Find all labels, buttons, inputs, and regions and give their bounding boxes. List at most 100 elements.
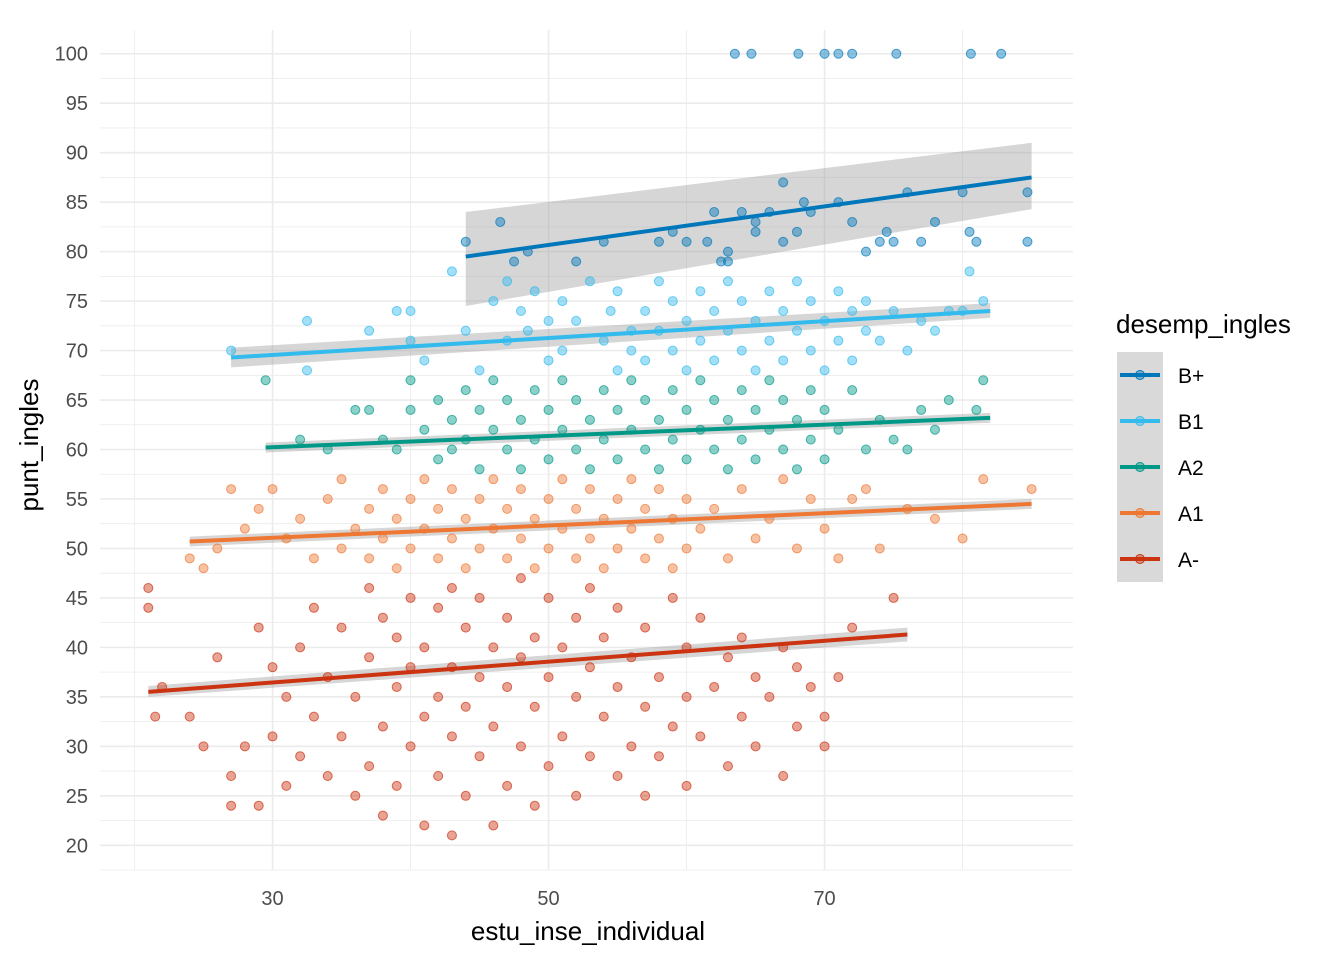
data-point: [881, 226, 892, 237]
y-tick-label: 95: [66, 93, 88, 115]
data-point: [750, 741, 761, 752]
data-point: [888, 434, 899, 445]
data-point: [488, 375, 499, 386]
grid: [100, 30, 1073, 871]
data-point: [543, 543, 554, 554]
data-point: [971, 236, 982, 247]
data-point: [488, 642, 499, 653]
data-point: [709, 305, 720, 316]
data-point: [460, 701, 471, 712]
data-point: [996, 48, 1007, 59]
legend-key-point: [1135, 370, 1145, 380]
data-point: [474, 464, 485, 475]
data-point: [509, 256, 520, 267]
data-point: [778, 355, 789, 366]
data-point: [722, 464, 733, 475]
data-point: [543, 454, 554, 465]
data-point: [433, 503, 444, 514]
data-point: [433, 454, 444, 465]
legend-label: B1: [1178, 411, 1204, 434]
data-point: [847, 622, 858, 633]
data-point: [695, 612, 706, 623]
fit-line: [465, 175, 1032, 259]
data-point: [212, 543, 223, 554]
data-point: [391, 780, 402, 791]
data-point: [460, 790, 471, 801]
data-point: [902, 444, 913, 455]
data-point: [819, 404, 830, 415]
data-point: [308, 602, 319, 613]
x-tick-label: 50: [537, 888, 559, 910]
data-point: [793, 48, 804, 59]
data-point: [598, 385, 609, 396]
data-point: [653, 276, 664, 287]
data-point: [778, 236, 789, 247]
data-point: [281, 691, 292, 702]
data-point: [502, 612, 513, 623]
data-point: [681, 543, 692, 554]
data-point: [502, 780, 513, 791]
y-tick-label: 40: [66, 637, 88, 659]
data-point: [405, 592, 416, 603]
data-point: [819, 711, 830, 722]
data-point: [364, 325, 375, 336]
data-point: [377, 612, 388, 623]
data-point: [653, 464, 664, 475]
data-point: [350, 404, 361, 415]
data-point: [302, 365, 313, 376]
data-point: [488, 424, 499, 435]
data-point: [433, 553, 444, 564]
data-point: [212, 652, 223, 663]
data-point: [722, 553, 733, 564]
data-point: [350, 523, 361, 534]
data-point: [488, 296, 499, 307]
data-point: [474, 672, 485, 683]
data-point: [433, 602, 444, 613]
data-point: [405, 741, 416, 752]
data-point: [419, 711, 430, 722]
data-point: [929, 513, 940, 524]
data-point: [891, 48, 902, 59]
data-point: [750, 216, 761, 227]
data-point: [150, 711, 161, 722]
data-point: [515, 414, 526, 425]
data-point: [502, 444, 513, 455]
data-point: [446, 533, 457, 544]
data-point: [253, 800, 264, 811]
data-point: [281, 780, 292, 791]
data-point: [143, 583, 154, 594]
data-point: [943, 395, 954, 406]
data-point: [364, 553, 375, 564]
data-point: [860, 296, 871, 307]
data-point: [336, 474, 347, 485]
data-point: [736, 484, 747, 495]
data-point: [764, 335, 775, 346]
data-point: [364, 583, 375, 594]
data-point: [488, 474, 499, 485]
data-point: [791, 325, 802, 336]
data-point: [819, 454, 830, 465]
data-point: [640, 503, 651, 514]
data-point: [584, 533, 595, 544]
y-tick-label: 25: [66, 786, 88, 808]
data-point: [736, 711, 747, 722]
data-point: [198, 563, 209, 574]
data-point: [198, 741, 209, 752]
data-point: [964, 226, 975, 237]
data-point: [681, 365, 692, 376]
data-point: [888, 236, 899, 247]
data-point: [653, 414, 664, 425]
data-point: [405, 375, 416, 386]
data-point: [653, 484, 664, 495]
data-point: [571, 691, 582, 702]
data-point: [488, 721, 499, 732]
fit-lines: [148, 175, 1032, 694]
y-tick-label: 85: [66, 192, 88, 214]
data-point: [446, 414, 457, 425]
data-point: [778, 305, 789, 316]
data-point: [226, 345, 237, 356]
data-point: [557, 296, 568, 307]
data-point: [529, 385, 540, 396]
data-point: [350, 691, 361, 702]
data-point: [405, 493, 416, 504]
